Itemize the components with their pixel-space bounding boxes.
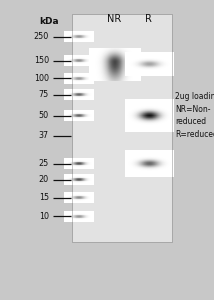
Text: 75: 75: [39, 90, 49, 99]
Text: 250: 250: [34, 32, 49, 41]
Text: 100: 100: [34, 74, 49, 83]
Text: 20: 20: [39, 175, 49, 184]
Text: 37: 37: [39, 131, 49, 140]
Text: 25: 25: [39, 159, 49, 168]
Text: 15: 15: [39, 193, 49, 202]
Text: 150: 150: [34, 56, 49, 65]
Text: kDa: kDa: [39, 16, 59, 26]
Text: 10: 10: [39, 212, 49, 221]
Bar: [72, 14, 172, 242]
Text: 50: 50: [39, 111, 49, 120]
Text: NR: NR: [107, 14, 122, 24]
Text: R: R: [145, 14, 152, 24]
Bar: [72, 14, 172, 242]
Text: 2ug loading
NR=Non-
reduced
R=reduced: 2ug loading NR=Non- reduced R=reduced: [175, 92, 214, 139]
